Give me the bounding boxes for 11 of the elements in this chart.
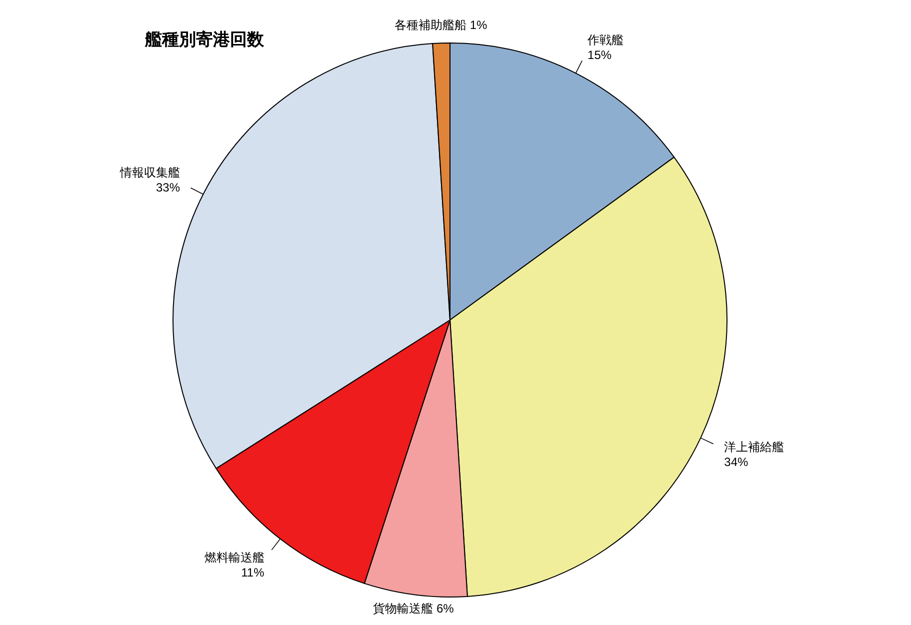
text: 艦種別寄港回数	[144, 30, 265, 49]
slice-label: 各種補助艦船 1%	[394, 18, 488, 32]
slice-label: 情報収集艦	[119, 165, 180, 180]
slice-label: 作戦艦	[586, 33, 624, 48]
data-label: 33%	[156, 180, 180, 194]
data-label: 34%	[724, 455, 749, 470]
data-label: 15%	[588, 48, 612, 62]
slice-label: 洋上補給艦	[724, 440, 784, 454]
slice-label: 燃料輸送艦	[204, 550, 264, 564]
data-label: 11%	[241, 565, 265, 580]
slice-label: 貨物輸送艦 6%	[373, 602, 454, 616]
